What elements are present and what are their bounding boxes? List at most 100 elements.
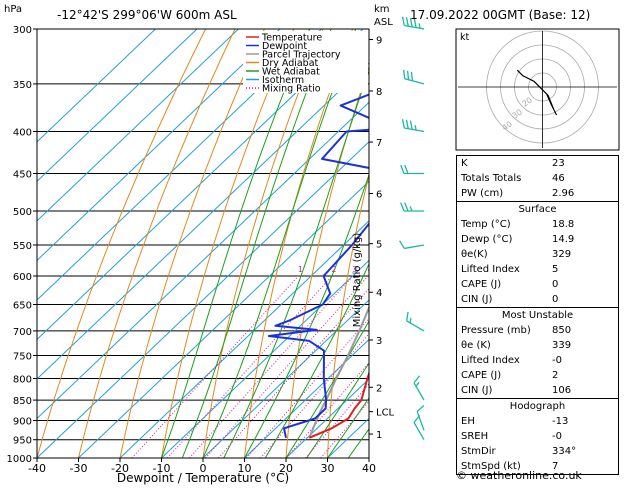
surface-label: CAPE (J) [461,277,501,292]
wind-barb [404,128,424,131]
pressure-tick-label: 800 [13,374,32,385]
km-header-label: km [374,4,390,15]
legend-entry: Mixing Ratio [262,84,321,95]
hodograph-kt-label: kt [460,32,470,43]
unstable-label: Pressure (mb) [461,323,531,338]
unstable-row: CAPE (J) 2 [457,368,618,383]
mixing-ratio-label: 15 [441,265,451,274]
wind-barb [404,245,424,248]
rows-row: PW (cm) 2.96 [457,186,618,201]
unstable-value: 339 [552,338,614,353]
pressure-tick-label: 750 [13,351,32,362]
mixing-ratio-label: 4 [368,265,373,274]
pressure-tick-label: 550 [13,241,32,252]
wind-barb-flag [403,17,405,26]
hodo-value: 334° [552,444,614,459]
datetime-title: 17.09.2022 00GMT (Base: 12) [410,8,590,22]
wind-barb-flag [401,203,404,211]
hodo-label: StmDir [461,444,496,459]
pressure-tick-label: 500 [13,207,32,218]
temperature-tick-label: 30 [321,462,335,475]
surface-label: Temp (°C) [461,217,511,232]
unstable-value: 2 [552,368,614,383]
altitude-tick-label: 7 [376,138,382,149]
pressure-tick-label: 300 [13,25,32,36]
wind-barb-flag [405,165,408,173]
hodo-row: StmDir 334° [457,444,618,459]
unstable-value: 850 [552,323,614,338]
surface-label: Lifted Index [461,262,520,277]
pressure-tick-label: 400 [13,128,32,139]
hodograph-box [456,29,619,150]
mixing-ratio-line [206,276,369,458]
altitude-tick-label: 8 [376,87,382,98]
rows-value: 2.96 [552,186,614,201]
wind-barb-flag [401,165,404,173]
surface-title-header: Surface [457,201,618,217]
credit-text: © weatheronline.co.uk [456,469,582,482]
wind-barb-flag [414,376,420,383]
unstable-row: Lifted Index-0 [457,353,618,368]
altitude-tick-label: 5 [376,240,382,251]
unstable-row: θe (K) 339 [457,338,618,353]
pressure-tick-label: 700 [13,327,32,338]
rows-label: Totals Totals [461,171,521,186]
pressure-tick-label: 350 [13,80,32,91]
pressure-tick-label: 950 [13,436,32,447]
wind-barb-flag [410,318,411,323]
mixing-ratio-line [306,276,463,458]
hpa-header-label: hPa [4,4,22,15]
unstable-label: CAPE (J) [461,368,501,383]
rows-value: 46 [552,171,614,186]
wind-barb-flag [410,121,412,130]
altitude-tick-label: LCL [376,408,395,419]
hodo-label: SREH [461,429,488,444]
unstable-label: θe (K) [461,338,491,353]
rows-row: Totals Totals 46 [457,171,618,186]
surface-label: CIN (J) [461,292,492,307]
wind-barb-flag [411,72,412,81]
isotherm-line [0,29,238,458]
altitude-tick-label: 3 [376,336,382,347]
surface-label: Dewp (°C) [461,232,512,247]
wind-barb-flag [405,203,408,211]
isotherm-line [0,29,280,458]
pressure-tick-label: 650 [13,301,32,312]
wind-barb [405,79,424,84]
surface-row: CIN (J)0 [457,292,618,307]
wind-barb-flag [408,71,409,80]
mixing-ratio-label: 1 [298,265,303,274]
wind-barb-flag [400,241,405,249]
hodo-value: -0 [552,429,614,444]
pressure-tick-label: 450 [13,169,32,180]
altitude-tick-label: 9 [376,36,382,47]
surface-value: 0 [552,277,614,292]
rows-value: 23 [552,156,614,171]
unstable-value: -0 [552,353,614,368]
surface-label: θe(K) [461,247,488,262]
surface-value: 5 [552,262,614,277]
rows-label: PW (cm) [461,186,503,201]
temperature-tick-label: -40 [28,462,46,475]
mixing-ratio-label: 5 [380,265,385,274]
altitude-tick-label: 4 [376,288,382,299]
wind-barb-flag [416,382,419,386]
asl-header-label: ASL [374,17,393,28]
altitude-tick-label: 1 [376,430,382,441]
dry-adiabat-line [120,29,264,458]
unstable-row: Pressure (mb) 850 [457,323,618,338]
mixing-ratio-axis-label: Mixing Ratio (g/kg) [352,233,363,328]
temperature-tick-label: -30 [70,462,88,475]
rows-label: K [461,156,468,171]
surface-value: 329 [552,247,614,262]
wind-barb [417,411,424,430]
unstable-label: CIN (J) [461,383,492,398]
mixing-ratio-label: 10 [417,265,427,274]
unstable-value: 106 [552,383,614,398]
wind-barb-flag [406,17,408,26]
hodo-value: -13 [552,414,614,429]
wind-barb [414,383,424,400]
wind-barb-flag [407,312,408,321]
wind-barb-flag [404,70,405,79]
